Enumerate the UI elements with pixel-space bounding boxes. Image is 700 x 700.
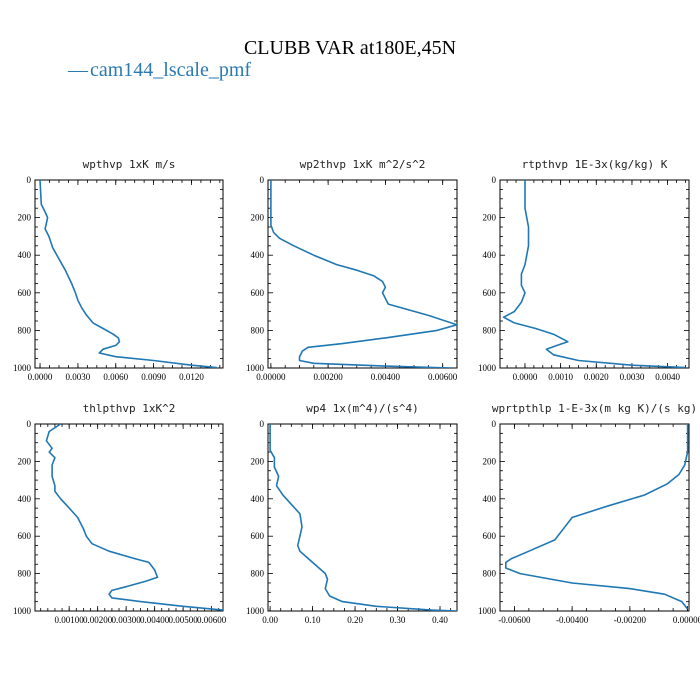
plot-frame <box>267 179 458 369</box>
x-tick-label: 0.00300 <box>112 615 142 625</box>
y-tick-label: 600 <box>251 531 265 541</box>
x-tick-label: 0.00400 <box>140 615 170 625</box>
y-tick-label: 1000 <box>13 363 32 373</box>
legend: — cam144_lscale_pmf <box>67 59 251 81</box>
panel-title: wpthvp 1xK m/s <box>83 158 176 171</box>
x-tick-label: 0.0000 <box>28 372 53 382</box>
y-tick-label: 800 <box>251 325 265 335</box>
series-line <box>45 424 223 611</box>
y-tick-label: 0 <box>260 419 265 429</box>
y-tick-label: 0 <box>260 175 265 185</box>
x-tick-label: -0.00600 <box>498 615 531 625</box>
legend-label: cam144_lscale_pmf <box>90 59 251 81</box>
x-tick-label: 0.0040 <box>655 372 680 382</box>
y-tick-label: 400 <box>18 494 32 504</box>
x-tick-label: 0.0030 <box>66 372 91 382</box>
y-tick-label: 200 <box>483 456 497 466</box>
figure-title: CLUBB VAR at180E,45N <box>244 37 456 59</box>
y-tick-label: 400 <box>18 250 32 260</box>
x-tick-label: 0.00000 <box>673 615 700 625</box>
plot-frame <box>34 423 224 612</box>
y-tick-label: 1000 <box>246 363 265 373</box>
x-tick-label: 0.20 <box>347 615 363 625</box>
x-tick-label: 0.0010 <box>548 372 573 382</box>
x-tick-label: 0.30 <box>390 615 406 625</box>
x-tick-label: 0.00600 <box>428 372 458 382</box>
y-tick-label: 0 <box>492 175 497 185</box>
y-tick-label: 400 <box>483 250 497 260</box>
y-tick-label: 800 <box>18 569 32 579</box>
x-tick-label: 0.0000 <box>513 372 538 382</box>
x-tick-label: 0.00200 <box>83 615 113 625</box>
x-tick-label: 0.40 <box>432 615 448 625</box>
y-tick-label: 200 <box>251 456 265 466</box>
panel-6: wprtpthlp 1-E-3x(m kg K)/(s kg) 0 200 400 60… <box>478 402 700 625</box>
y-tick-label: 200 <box>18 213 32 223</box>
legend-line-glyph: — <box>67 59 89 81</box>
y-tick-label: 200 <box>251 213 265 223</box>
x-tick-label: -0.00200 <box>614 615 647 625</box>
y-tick-label: 400 <box>251 494 265 504</box>
x-tick-label: 0.00400 <box>371 372 401 382</box>
x-tick-label: 0.00200 <box>314 372 344 382</box>
x-tick-label: 0.10 <box>305 615 321 625</box>
y-tick-label: 1000 <box>478 606 497 616</box>
y-tick-label: 1000 <box>13 606 32 616</box>
panel-title: wp4 1x(m^4)/(s^4) <box>306 402 419 415</box>
plot-frame <box>499 423 690 612</box>
x-tick-label: 0.00500 <box>168 615 198 625</box>
panel-title: thlpthvp 1xK^2 <box>83 402 176 415</box>
y-tick-label: 200 <box>483 213 497 223</box>
y-tick-label: 600 <box>483 531 497 541</box>
x-tick-label: 0.0030 <box>620 372 645 382</box>
panel-title: wprtpthlp 1-E-3x(m kg K)/(s kg) <box>492 402 697 415</box>
plot-frame <box>499 179 690 369</box>
series-line <box>502 180 686 368</box>
y-tick-label: 800 <box>483 569 497 579</box>
panel-title: rtpthvp 1E-3x(kg/kg) K <box>522 158 668 171</box>
series-line <box>39 180 217 368</box>
y-tick-label: 400 <box>483 494 497 504</box>
y-tick-label: 800 <box>251 569 265 579</box>
y-tick-label: 1000 <box>246 606 265 616</box>
panel-3: rtpthvp 1E-3x(kg/kg) K 0 200 400 600 800 1000 0… <box>478 158 690 382</box>
y-tick-label: 600 <box>18 288 32 298</box>
y-tick-label: 0 <box>27 419 32 429</box>
y-tick-label: 400 <box>251 250 265 260</box>
series-line <box>504 424 689 610</box>
x-tick-label: 0.0060 <box>103 372 128 382</box>
x-tick-label: 0.00100 <box>55 615 85 625</box>
panel-title: wp2thvp 1xK m^2/s^2 <box>300 158 426 171</box>
x-tick-label: 0.0120 <box>179 372 204 382</box>
y-tick-label: 800 <box>483 325 497 335</box>
series-line <box>269 424 457 611</box>
x-tick-label: 0.00000 <box>256 372 286 382</box>
x-tick-label: 0.0020 <box>584 372 609 382</box>
x-tick-label: -0.00400 <box>556 615 589 625</box>
y-tick-label: 600 <box>251 288 265 298</box>
plot-frame <box>267 423 458 612</box>
x-tick-label: 0.00600 <box>197 615 227 625</box>
series-line <box>270 180 457 368</box>
panel-2: wp2thvp 1xK m^2/s^2020040060080010000.00… <box>246 158 458 382</box>
x-tick-label: 0.0090 <box>141 372 166 382</box>
plot-frame <box>34 179 224 369</box>
x-tick-label: 0.00 <box>262 615 278 625</box>
y-tick-label: 800 <box>18 325 32 335</box>
y-tick-label: 0 <box>492 419 497 429</box>
y-tick-label: 600 <box>18 531 32 541</box>
y-tick-label: 600 <box>483 288 497 298</box>
y-tick-label: 0 <box>27 175 32 185</box>
y-tick-label: 200 <box>18 456 32 466</box>
y-tick-label: 1000 <box>478 363 497 373</box>
